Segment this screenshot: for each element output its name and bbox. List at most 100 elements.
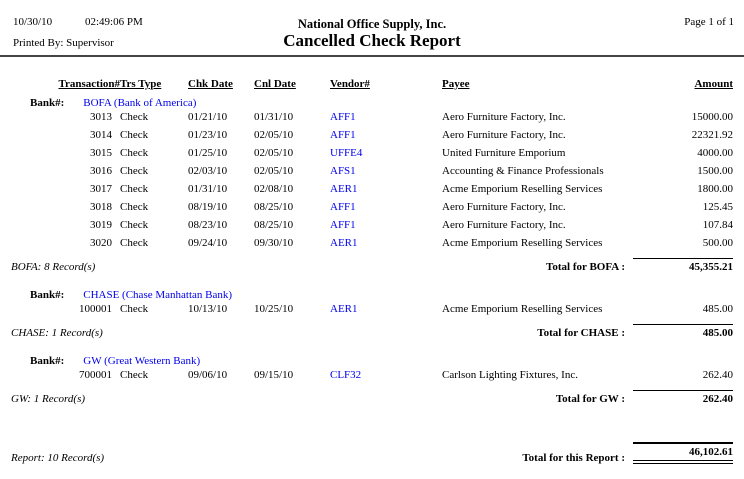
- section-total-label: Total for CHASE :: [537, 327, 625, 339]
- amount: 500.00: [702, 237, 733, 249]
- transaction-number: 100001: [79, 303, 112, 315]
- transaction-number: 3013: [90, 111, 112, 123]
- vendor-code-link[interactable]: AFF1: [330, 219, 356, 231]
- trs-type: Check: [120, 237, 149, 249]
- table-row: 3019 Check 08/23/10 08/25/10 AFF1 Aero F…: [8, 219, 733, 237]
- table-row: 3016 Check 02/03/10 02/05/10 AFS1 Accoun…: [8, 165, 733, 183]
- transaction-number: 3016: [90, 165, 112, 177]
- amount: 22321.92: [691, 129, 733, 141]
- report-total-label: Total for this Report :: [522, 452, 625, 464]
- amount: 107.84: [702, 219, 733, 231]
- col-amount: Amount: [694, 78, 733, 90]
- table-row: 700001 Check 09/06/10 09/15/10 CLF32 Car…: [8, 369, 733, 387]
- bank-name-link[interactable]: CHASE (Chase Manhattan Bank): [83, 289, 233, 301]
- section-record-count: BOFA: 8 Record(s): [11, 261, 96, 273]
- bank-name-link[interactable]: BOFA (Bank of America): [83, 97, 197, 109]
- amount: 262.40: [702, 369, 733, 381]
- report-header: 10/30/10 02:49:06 PM National Office Sup…: [0, 0, 744, 57]
- print-date: 10/30/10: [13, 16, 53, 28]
- trs-type: Check: [120, 201, 149, 213]
- cnl-date: 02/05/10: [254, 165, 294, 177]
- section-total-amount: 262.40: [633, 390, 733, 405]
- chk-date: 09/06/10: [188, 369, 228, 381]
- trs-type: Check: [120, 183, 149, 195]
- bank-header: Bank#: GW (Great Western Bank): [8, 355, 733, 369]
- chk-date: 01/25/10: [188, 147, 228, 159]
- table-row: 3018 Check 08/19/10 08/25/10 AFF1 Aero F…: [8, 201, 733, 219]
- payee: Acme Emporium Reselling Services: [442, 183, 603, 195]
- amount: 1500.00: [697, 165, 733, 177]
- bank-label: Bank#:: [30, 97, 65, 109]
- transaction-number: 700001: [79, 369, 112, 381]
- cnl-date: 02/08/10: [254, 183, 294, 195]
- bank-label: Bank#:: [30, 289, 65, 301]
- payee: United Furniture Emporium: [442, 147, 566, 159]
- vendor-code-link[interactable]: AFF1: [330, 111, 356, 123]
- col-cnl-date: Cnl Date: [254, 78, 296, 90]
- transaction-number: 3014: [90, 129, 112, 141]
- company-name: National Office Supply, Inc.: [297, 17, 447, 31]
- payee: Aero Furniture Factory, Inc.: [442, 219, 566, 231]
- transaction-number: 3019: [90, 219, 112, 231]
- cnl-date: 02/05/10: [254, 147, 294, 159]
- chk-date: 01/31/10: [188, 183, 228, 195]
- transaction-number: 3017: [90, 183, 112, 195]
- transaction-number: 3015: [90, 147, 112, 159]
- cnl-date: 10/25/10: [254, 303, 294, 315]
- col-transaction: Transaction#: [58, 78, 120, 90]
- vendor-code-link[interactable]: AFF1: [330, 129, 356, 141]
- amount: 15000.00: [691, 111, 733, 123]
- trs-type: Check: [120, 111, 149, 123]
- amount: 1800.00: [697, 183, 733, 195]
- chk-date: 08/19/10: [188, 201, 228, 213]
- payee: Acme Emporium Reselling Services: [442, 303, 603, 315]
- cnl-date: 08/25/10: [254, 219, 294, 231]
- vendor-code-link[interactable]: AFS1: [330, 165, 356, 177]
- payee: Aero Furniture Factory, Inc.: [442, 111, 566, 123]
- section-total-amount: 485.00: [633, 324, 733, 339]
- chk-date: 01/23/10: [188, 129, 228, 141]
- col-payee: Payee: [442, 78, 470, 90]
- payee: Aero Furniture Factory, Inc.: [442, 201, 566, 213]
- col-chk-date: Chk Date: [188, 78, 233, 90]
- cnl-date: 09/15/10: [254, 369, 294, 381]
- vendor-code-link[interactable]: CLF32: [330, 369, 362, 381]
- section-record-count: CHASE: 1 Record(s): [11, 327, 103, 339]
- vendor-code-link[interactable]: AER1: [330, 303, 358, 315]
- cnl-date: 08/25/10: [254, 201, 294, 213]
- section-total-label: Total for GW :: [555, 393, 625, 405]
- bank-label: Bank#:: [30, 355, 65, 367]
- section-total-amount: 45,355.21: [633, 258, 733, 273]
- section-total-row: BOFA: 8 Record(s) Total for BOFA : 45,35…: [8, 258, 733, 273]
- payee: Acme Emporium Reselling Services: [442, 237, 603, 249]
- cnl-date: 02/05/10: [254, 129, 294, 141]
- trs-type: Check: [120, 369, 149, 381]
- bank-header: Bank#: BOFA (Bank of America): [8, 97, 733, 111]
- trs-type: Check: [120, 165, 149, 177]
- print-time: 02:49:06 PM: [85, 16, 143, 28]
- report-title: Cancelled Check Report: [283, 31, 461, 50]
- report-total-row: Report: 10 Record(s) Total for this Repo…: [8, 442, 733, 464]
- bank-name-link[interactable]: GW (Great Western Bank): [83, 355, 201, 367]
- cnl-date: 09/30/10: [254, 237, 294, 249]
- section-total-row: CHASE: 1 Record(s) Total for CHASE : 485…: [8, 324, 733, 339]
- trs-type: Check: [120, 147, 149, 159]
- col-trs-type: Trs Type: [120, 78, 162, 90]
- page-number: Page 1 of 1: [684, 16, 734, 28]
- vendor-code-link[interactable]: AFF1: [330, 201, 356, 213]
- vendor-code-link[interactable]: UFFE4: [330, 147, 363, 159]
- amount: 485.00: [702, 303, 733, 315]
- section-total-label: Total for BOFA :: [546, 261, 625, 273]
- printed-by: Printed By: Supervisor: [13, 37, 114, 49]
- table-row: 3013 Check 01/21/10 01/31/10 AFF1 Aero F…: [8, 111, 733, 129]
- trs-type: Check: [120, 129, 149, 141]
- table-row: 100001 Check 10/13/10 10/25/10 AER1 Acme…: [8, 303, 733, 321]
- vendor-code-link[interactable]: AER1: [330, 237, 358, 249]
- transaction-number: 3018: [90, 201, 112, 213]
- amount: 125.45: [702, 201, 733, 213]
- trs-type: Check: [120, 219, 149, 231]
- chk-date: 08/23/10: [188, 219, 228, 231]
- vendor-code-link[interactable]: AER1: [330, 183, 358, 195]
- trs-type: Check: [120, 303, 149, 315]
